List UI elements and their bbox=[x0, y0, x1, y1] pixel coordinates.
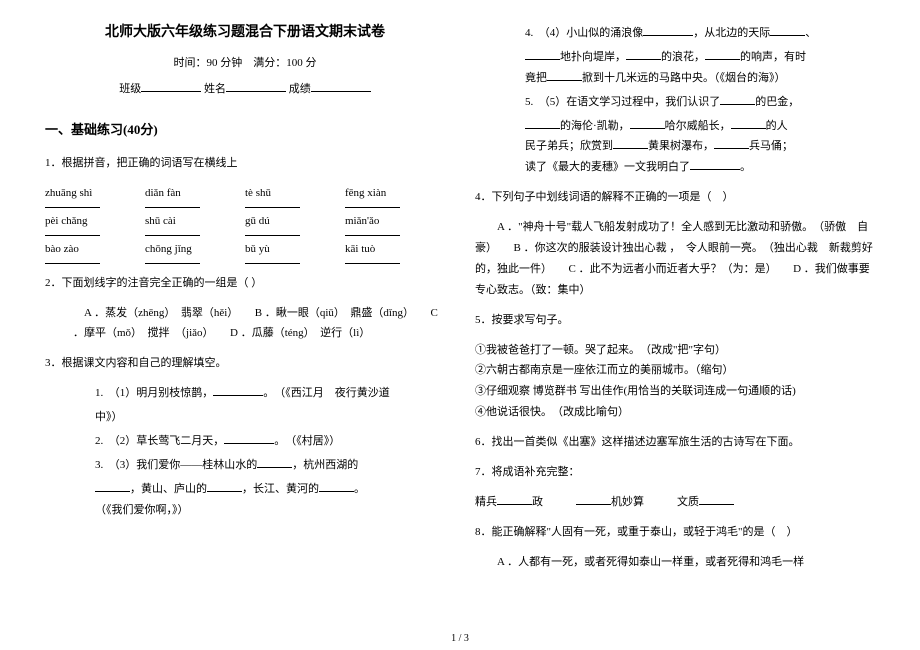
doc-title: 北师大版六年级练习题混合下册语文期末试卷 bbox=[45, 20, 445, 47]
q3-3b: ，黄山、庐山的，长江、黄河的。 bbox=[45, 479, 445, 500]
class-label: 班级 bbox=[119, 83, 141, 95]
pinyin-cell: tè shū bbox=[245, 183, 345, 208]
pinyin-cell: fēng xiàn bbox=[345, 183, 445, 208]
blank bbox=[690, 157, 740, 170]
pinyin-cell: miǎn'ǎo bbox=[345, 211, 445, 236]
pinyin-cell: diǎn fàn bbox=[145, 183, 245, 208]
blank bbox=[497, 492, 532, 505]
right-column: 4. （4）小山似的涌浪像，从北边的天际、 地扑向堤岸，的浪花，的响声，有时 竟… bbox=[460, 20, 890, 620]
q5-1: ①我被爸爸打了一顿。哭了起来。 （改成"把"字句） bbox=[475, 340, 875, 361]
q3-4b: 地扑向堤岸，的浪花，的响声，有时 bbox=[475, 47, 875, 68]
q3-4: 4. （4）小山似的涌浪像，从北边的天际、 bbox=[475, 23, 875, 44]
blank bbox=[207, 479, 242, 492]
blank bbox=[525, 116, 560, 129]
q3-1: 1. （1）明月别枝惊鹊，。 （《西江月 夜行黄沙道 bbox=[45, 383, 445, 404]
q5-2: ②六朝古都南京是一座依江而立的美丽城市。（缩句） bbox=[475, 360, 875, 381]
blank bbox=[705, 47, 740, 60]
q3-5d: 读了《最大的麦穗》一文我明白了。 bbox=[475, 157, 875, 178]
page-number: 1 / 3 bbox=[0, 633, 920, 644]
name-blank bbox=[226, 79, 286, 92]
q8-stem: 8．能正确解释"人固有一死，或重于泰山，或轻于鸿毛"的是（ ） bbox=[475, 522, 875, 543]
pinyin-cell: bào zào bbox=[45, 239, 145, 264]
q3-5c: 民子弟兵；欣赏到黄果树瀑布，兵马俑； bbox=[475, 136, 875, 157]
blank bbox=[770, 23, 805, 36]
q3-3: 3. （3）我们爱你——桂林山水的，杭州西湖的 bbox=[45, 455, 445, 476]
blank bbox=[643, 23, 693, 36]
q7-stem: 7．将成语补充完整： bbox=[475, 462, 875, 483]
q3-2: 2. （2）草长莺飞二月天，。 （《村居》） bbox=[45, 431, 445, 452]
blank bbox=[699, 492, 734, 505]
q7-line: 精兵政 机妙算 文质 bbox=[475, 492, 875, 513]
q5-4: ④他说话很快。 （改成比喻句） bbox=[475, 402, 875, 423]
blank bbox=[630, 116, 665, 129]
blank bbox=[547, 68, 582, 81]
pinyin-cell: gū dú bbox=[245, 211, 345, 236]
pinyin-cell: bǔ yù bbox=[245, 239, 345, 264]
left-column: 北师大版六年级练习题混合下册语文期末试卷 时间：90 分钟 满分：100 分 班… bbox=[30, 20, 460, 620]
section-heading: 一、基础练习(40分) bbox=[45, 118, 445, 143]
blank bbox=[525, 47, 560, 60]
blank bbox=[731, 116, 766, 129]
blank bbox=[626, 47, 661, 60]
q6-stem: 6．找出一首类似《出塞》这样描述边塞军旅生活的古诗写在下面。 bbox=[475, 432, 875, 453]
pinyin-cell: pèi chǎng bbox=[45, 211, 145, 236]
pinyin-cell: kāi tuò bbox=[345, 239, 445, 264]
time-score: 时间：90 分钟 满分：100 分 bbox=[45, 53, 445, 74]
pinyin-row-1: zhuāng shì diǎn fàn tè shū fēng xiàn bbox=[45, 183, 445, 208]
blank bbox=[714, 136, 749, 149]
pinyin-cell: shū cài bbox=[145, 211, 245, 236]
q5-stem: 5．按要求写句子。 bbox=[475, 310, 875, 331]
q2-opts: A ．蒸发（zhēng） 翡翠（hěi） B ．瞅一眼（qiū） 鼎盛（dǐng… bbox=[45, 303, 445, 345]
q3-3c: （《我们爱你啊，》） bbox=[45, 500, 445, 521]
blank bbox=[213, 383, 263, 396]
blank bbox=[319, 479, 354, 492]
q4-stem: 4．下列句子中划线词语的解释不正确的一项是（ ） bbox=[475, 187, 875, 208]
q3-5: 5. （5）在语文学习过程中，我们认识了的巴金， bbox=[475, 92, 875, 113]
student-info: 班级 姓名 成绩 bbox=[45, 79, 445, 100]
score-label: 成绩 bbox=[289, 83, 311, 95]
q3-stem: 3．根据课文内容和自己的理解填空。 bbox=[45, 353, 445, 374]
blank bbox=[257, 455, 292, 468]
q3-5b: 的海伦·凯勒，哈尔威船长，的人 bbox=[475, 116, 875, 137]
q2-stem: 2．下面划线字的注音完全正确的一组是（ ） bbox=[45, 273, 445, 294]
blank bbox=[720, 92, 755, 105]
page: 北师大版六年级练习题混合下册语文期末试卷 时间：90 分钟 满分：100 分 班… bbox=[0, 0, 920, 620]
q3-4c: 竟把掀到十几米远的马路中央。（《烟台的海》） bbox=[475, 68, 875, 89]
pinyin-cell: zhuāng shì bbox=[45, 183, 145, 208]
blank bbox=[95, 479, 130, 492]
pinyin-row-3: bào zào chōng jǐng bǔ yù kāi tuò bbox=[45, 239, 445, 264]
pinyin-row-2: pèi chǎng shū cài gū dú miǎn'ǎo bbox=[45, 211, 445, 236]
q3-1b: 中》） bbox=[45, 407, 445, 428]
blank bbox=[576, 492, 611, 505]
q4-opts: A ．"神舟十号"载人飞船发射成功了！全人感到无比激动和骄傲。 （骄傲 自豪） … bbox=[475, 217, 875, 301]
blank bbox=[613, 136, 648, 149]
q1-stem: 1．根据拼音，把正确的词语写在横线上 bbox=[45, 153, 445, 174]
name-label: 姓名 bbox=[204, 83, 226, 95]
score-blank bbox=[311, 79, 371, 92]
class-blank bbox=[141, 79, 201, 92]
q8-optA: A ．人都有一死，或者死得如泰山一样重，或者死得和鸿毛一样 bbox=[475, 552, 875, 573]
blank bbox=[224, 431, 274, 444]
pinyin-cell: chōng jǐng bbox=[145, 239, 245, 264]
q5-3: ③仔细观察 博览群书 写出佳作(用恰当的关联词连成一句通顺的话) bbox=[475, 381, 875, 402]
